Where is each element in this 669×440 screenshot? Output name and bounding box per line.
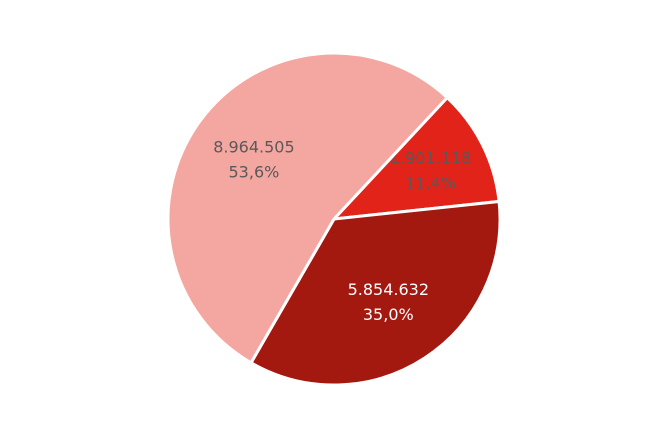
value-label: 5.854.632 [348,280,429,299]
pie-slice [166,51,450,365]
value-label: 8.964.505 [213,137,294,156]
value-label: 1.901.118 [390,148,471,167]
pie-slice [330,95,501,221]
percent-label: 11,4% [405,173,456,192]
percent-label: 35,0% [363,305,414,324]
percent-label: 53,6% [229,162,280,181]
pie-slice [248,199,502,387]
